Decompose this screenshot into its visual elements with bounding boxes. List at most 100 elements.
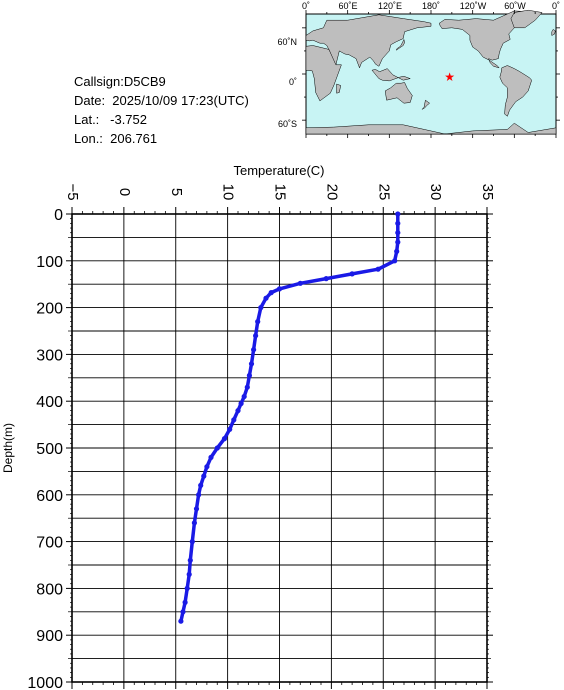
y-axis-label: Depth(m) (1, 423, 15, 473)
map-left-label: 60˚S (278, 119, 297, 129)
data-point (198, 482, 204, 488)
x-tick-label: 35 (479, 184, 496, 201)
x-tick-label: 20 (323, 184, 340, 201)
data-point (187, 557, 193, 563)
australia-landmass (384, 82, 413, 104)
eurasia-landmass (305, 14, 432, 69)
data-point (189, 539, 195, 545)
map-top-label: 180˚ (422, 1, 440, 11)
latitude-label: Lat.: -3.752 (74, 112, 147, 127)
data-point (196, 492, 202, 498)
map-left-label: 60˚N (277, 37, 297, 47)
data-point (182, 599, 188, 606)
data-point (395, 211, 401, 217)
y-tick-label: 400 (36, 394, 63, 411)
map-left-label: 0˚ (289, 77, 297, 87)
data-point (255, 319, 261, 325)
new-zealand-landmass (421, 99, 431, 110)
japan-landmass (395, 38, 405, 51)
antarctica-landmass (305, 122, 557, 135)
y-tick-label: 800 (36, 581, 63, 598)
x-tick-label: 15 (272, 184, 289, 201)
x-axis-label: Temperature(C) (233, 163, 324, 178)
data-point (227, 426, 233, 432)
x-tick-label: 25 (375, 184, 392, 201)
longitude-label: Lon.: 206.761 (74, 131, 158, 146)
star-icon: ★ (444, 70, 455, 84)
y-tick-label: 300 (36, 347, 63, 364)
y-tick-label: 500 (36, 441, 63, 458)
map-ticks (302, 10, 560, 138)
y-ticks: 0 100 200 300 400 500 600 700 800 900 1000 (27, 207, 493, 690)
y-tick-label: 600 (36, 488, 63, 505)
data-point (248, 361, 255, 367)
world-map: 0˚ 60˚E 120˚E 180˚ 120˚W 60˚W 0˚ 60˚N 0˚… (277, 1, 560, 138)
data-point (268, 290, 274, 296)
map-top-label: 0˚ (302, 1, 310, 11)
x-tick-label: 10 (220, 184, 237, 201)
greenland-landmass (510, 9, 543, 29)
data-point (263, 295, 269, 301)
data-point (208, 454, 214, 460)
data-point (241, 393, 247, 400)
data-point (395, 239, 401, 245)
data-point (244, 384, 250, 390)
y-tick-label: 1000 (27, 675, 63, 690)
south-america-landmass (499, 65, 532, 117)
x-tick-label: 0 (116, 188, 133, 196)
callsign-label: Callsign:D5CB9 (74, 74, 166, 89)
data-point (221, 436, 228, 442)
madagascar-landmass (336, 83, 341, 94)
map-top-label: 120˚W (460, 1, 487, 11)
series-line (179, 212, 400, 623)
data-point (184, 585, 190, 592)
x-tick-label: −5 (64, 183, 81, 200)
map-top-label: 60˚E (338, 1, 357, 11)
x-tick-label: 5 (168, 188, 185, 196)
data-point (235, 408, 241, 414)
temperature-series (178, 211, 401, 624)
x-ticks: −5 0 5 10 15 20 25 30 35 (64, 183, 496, 689)
data-point (214, 445, 220, 451)
y-tick-label: 900 (36, 628, 63, 645)
data-point (375, 266, 381, 272)
chart-grid (71, 214, 488, 682)
data-point (191, 520, 197, 526)
data-point (395, 230, 401, 236)
africa-landmass (305, 45, 342, 102)
map-top-label: 120˚E (378, 1, 402, 11)
y-tick-label: 200 (36, 301, 63, 318)
data-point (258, 305, 264, 311)
x-tick-label: 30 (427, 184, 444, 201)
data-point (178, 618, 184, 624)
data-point (186, 571, 192, 578)
data-point (323, 276, 329, 282)
data-point (349, 271, 355, 277)
station-info: Callsign:D5CB9 Date: 2025/10/09 17:23(UT… (74, 72, 249, 148)
data-point (231, 417, 237, 423)
britain-landmass (551, 29, 556, 36)
data-point (297, 280, 303, 286)
data-point (204, 464, 210, 470)
y-tick-label: 0 (54, 207, 63, 224)
map-top-label: 60˚W (504, 1, 526, 11)
data-point (193, 506, 200, 512)
data-point (246, 372, 252, 379)
date-label: Date: 2025/10/09 17:23(UTC) (74, 93, 249, 108)
map-top-label: 0˚ (552, 1, 560, 11)
data-point (395, 220, 401, 226)
y-tick-label: 700 (36, 535, 63, 552)
indonesia-landmass (371, 68, 412, 82)
map-land (305, 9, 557, 135)
y-tick-label: 100 (36, 254, 63, 271)
data-point (276, 286, 283, 292)
data-point (253, 333, 259, 339)
data-point (180, 609, 186, 615)
data-point (392, 258, 398, 264)
data-point (201, 473, 207, 479)
data-point (251, 347, 257, 353)
data-point (238, 400, 244, 407)
north-america-landmass (439, 10, 529, 69)
data-point (394, 248, 400, 254)
